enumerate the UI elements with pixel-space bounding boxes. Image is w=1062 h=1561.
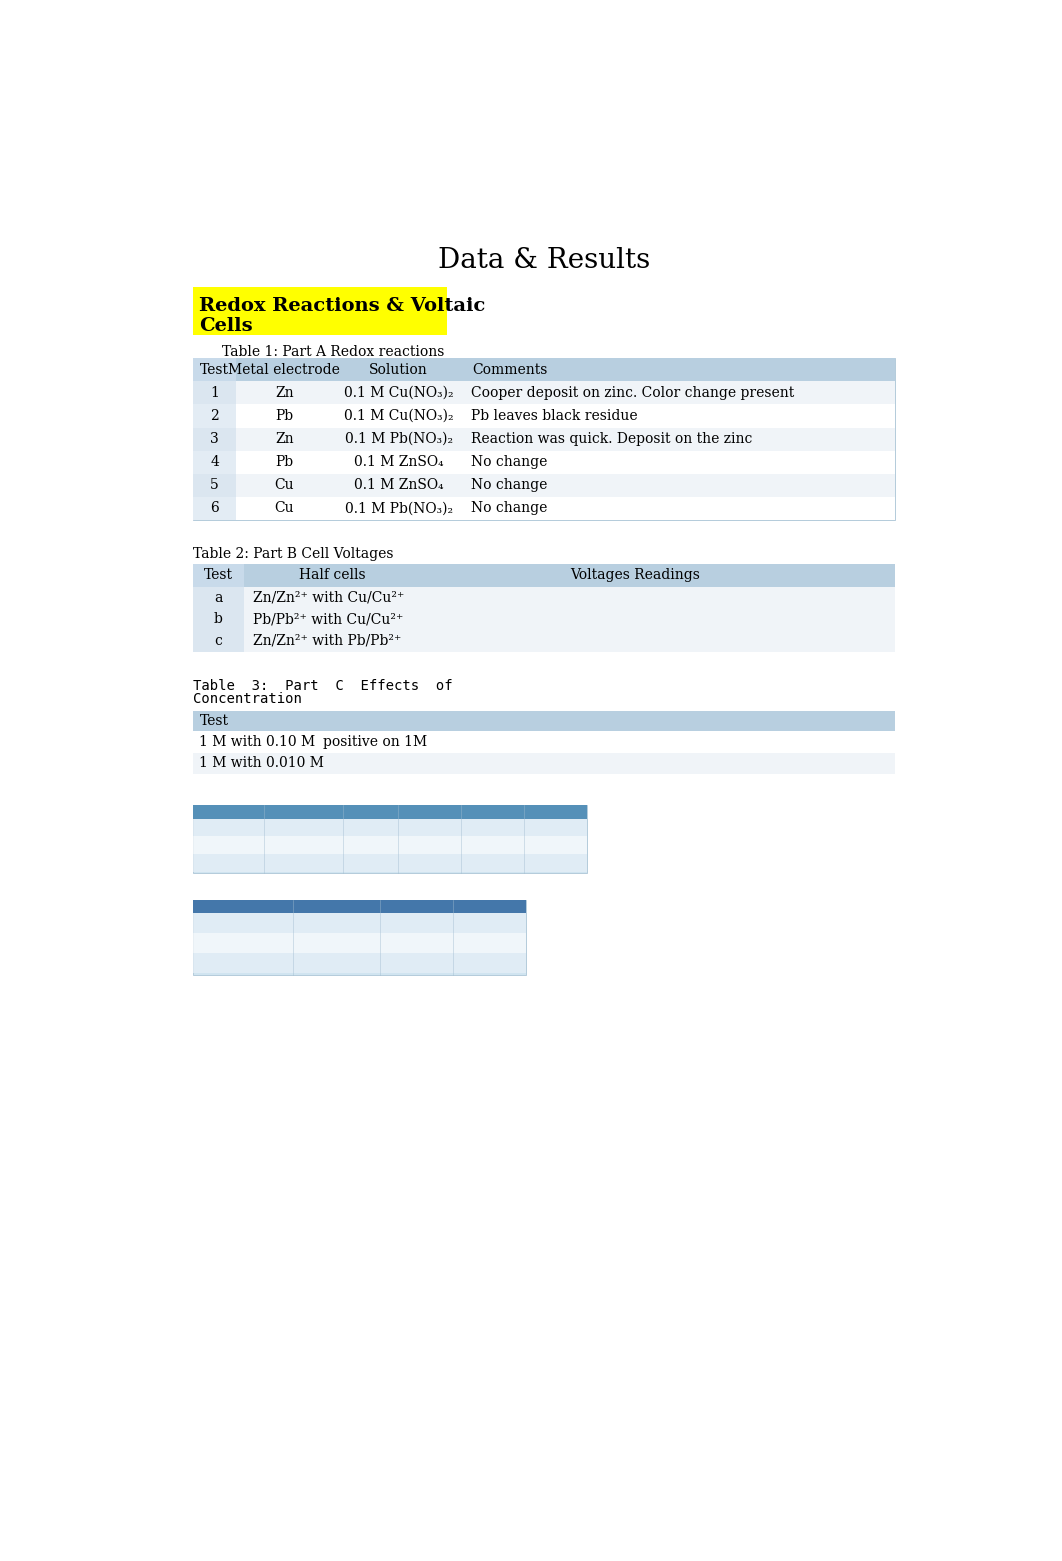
Text: 0.1 M ZnSO₄: 0.1 M ZnSO₄ bbox=[354, 456, 444, 470]
FancyBboxPatch shape bbox=[193, 404, 236, 428]
Text: 1: 1 bbox=[210, 386, 219, 400]
FancyBboxPatch shape bbox=[193, 854, 587, 873]
Text: Solution: Solution bbox=[370, 362, 428, 376]
Text: Comments: Comments bbox=[473, 362, 548, 376]
Text: 0.1 M ZnSO₄: 0.1 M ZnSO₄ bbox=[354, 478, 444, 492]
FancyBboxPatch shape bbox=[193, 564, 895, 587]
FancyBboxPatch shape bbox=[193, 564, 895, 651]
FancyBboxPatch shape bbox=[193, 564, 243, 587]
Text: Redox Reactions & Voltaic: Redox Reactions & Voltaic bbox=[200, 297, 485, 315]
FancyBboxPatch shape bbox=[193, 404, 895, 428]
FancyBboxPatch shape bbox=[193, 631, 243, 651]
Text: Cooper deposit on zinc. Color change present: Cooper deposit on zinc. Color change pre… bbox=[470, 386, 794, 400]
Text: c: c bbox=[215, 634, 222, 648]
FancyBboxPatch shape bbox=[193, 752, 895, 774]
Text: No change: No change bbox=[470, 478, 547, 492]
FancyBboxPatch shape bbox=[193, 587, 895, 609]
Text: Cu: Cu bbox=[274, 501, 294, 515]
Text: Voltages Readings: Voltages Readings bbox=[570, 568, 700, 582]
Text: 3: 3 bbox=[210, 432, 219, 446]
Text: Metal electrode: Metal electrode bbox=[228, 362, 340, 376]
Text: 1 M with 0.10 M: 1 M with 0.10 M bbox=[200, 735, 315, 749]
Text: 0.1 M Pb(NO₃)₂: 0.1 M Pb(NO₃)₂ bbox=[344, 432, 452, 446]
Text: Table 2: Part B Cell Voltages: Table 2: Part B Cell Voltages bbox=[193, 546, 394, 560]
FancyBboxPatch shape bbox=[193, 837, 587, 854]
Text: Test: Test bbox=[204, 568, 233, 582]
FancyBboxPatch shape bbox=[193, 631, 895, 651]
Text: 1 M with 0.010 M: 1 M with 0.010 M bbox=[200, 756, 324, 770]
Text: No change: No change bbox=[470, 456, 547, 470]
FancyBboxPatch shape bbox=[193, 451, 895, 473]
Text: Cu: Cu bbox=[274, 478, 294, 492]
Text: Half cells: Half cells bbox=[299, 568, 366, 582]
FancyBboxPatch shape bbox=[193, 899, 527, 913]
FancyBboxPatch shape bbox=[193, 428, 236, 451]
Text: Pb/Pb²⁺ with Cu/Cu²⁺: Pb/Pb²⁺ with Cu/Cu²⁺ bbox=[253, 612, 404, 626]
Text: Cells: Cells bbox=[200, 317, 253, 334]
FancyBboxPatch shape bbox=[193, 496, 236, 520]
Text: Pb leaves black residue: Pb leaves black residue bbox=[470, 409, 637, 423]
Text: Pb: Pb bbox=[275, 409, 293, 423]
Text: Pb: Pb bbox=[275, 456, 293, 470]
FancyBboxPatch shape bbox=[193, 913, 527, 933]
Text: Data & Results: Data & Results bbox=[439, 247, 650, 275]
Text: Table 1: Part A Redox reactions: Table 1: Part A Redox reactions bbox=[222, 345, 444, 359]
FancyBboxPatch shape bbox=[193, 954, 527, 974]
FancyBboxPatch shape bbox=[193, 473, 895, 496]
FancyBboxPatch shape bbox=[193, 805, 587, 873]
FancyBboxPatch shape bbox=[193, 899, 527, 976]
Text: 4: 4 bbox=[210, 456, 219, 470]
FancyBboxPatch shape bbox=[193, 609, 895, 631]
FancyBboxPatch shape bbox=[193, 359, 895, 381]
Text: Reaction was quick. Deposit on the zinc: Reaction was quick. Deposit on the zinc bbox=[470, 432, 752, 446]
FancyBboxPatch shape bbox=[193, 381, 895, 404]
Text: Zn: Zn bbox=[275, 386, 293, 400]
FancyBboxPatch shape bbox=[193, 609, 243, 631]
FancyBboxPatch shape bbox=[193, 473, 236, 496]
Text: 6: 6 bbox=[210, 501, 219, 515]
FancyBboxPatch shape bbox=[193, 587, 243, 609]
FancyBboxPatch shape bbox=[193, 381, 236, 404]
Text: 0.1 M Cu(NO₃)₂: 0.1 M Cu(NO₃)₂ bbox=[344, 409, 453, 423]
Text: 2: 2 bbox=[210, 409, 219, 423]
FancyBboxPatch shape bbox=[193, 451, 236, 473]
Text: Test: Test bbox=[200, 713, 228, 727]
FancyBboxPatch shape bbox=[193, 359, 895, 520]
Text: Test: Test bbox=[200, 362, 229, 376]
Text: positive on 1M: positive on 1M bbox=[324, 735, 428, 749]
FancyBboxPatch shape bbox=[193, 359, 236, 381]
Text: a: a bbox=[215, 590, 223, 604]
Text: Zn/Zn²⁺ with Cu/Cu²⁺: Zn/Zn²⁺ with Cu/Cu²⁺ bbox=[253, 590, 405, 604]
FancyBboxPatch shape bbox=[193, 731, 895, 752]
Text: 0.1 M Cu(NO₃)₂: 0.1 M Cu(NO₃)₂ bbox=[344, 386, 453, 400]
Text: b: b bbox=[213, 612, 223, 626]
FancyBboxPatch shape bbox=[193, 710, 895, 731]
Text: 5: 5 bbox=[210, 478, 219, 492]
FancyBboxPatch shape bbox=[193, 496, 895, 520]
FancyBboxPatch shape bbox=[193, 818, 587, 837]
FancyBboxPatch shape bbox=[193, 287, 447, 336]
Text: 0.1 M Pb(NO₃)₂: 0.1 M Pb(NO₃)₂ bbox=[344, 501, 452, 515]
Text: Zn: Zn bbox=[275, 432, 293, 446]
Text: Table  3:  Part  C  Effects  of: Table 3: Part C Effects of bbox=[193, 679, 452, 693]
FancyBboxPatch shape bbox=[193, 805, 587, 818]
Text: Zn/Zn²⁺ with Pb/Pb²⁺: Zn/Zn²⁺ with Pb/Pb²⁺ bbox=[253, 634, 401, 648]
FancyBboxPatch shape bbox=[193, 428, 895, 451]
FancyBboxPatch shape bbox=[193, 933, 527, 954]
Text: Concentration: Concentration bbox=[193, 693, 302, 707]
Text: No change: No change bbox=[470, 501, 547, 515]
